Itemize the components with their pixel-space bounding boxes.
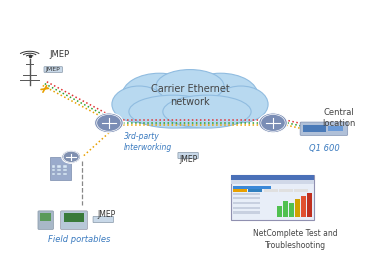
Text: 3rd-party
Interworking: 3rd-party Interworking: [124, 133, 172, 153]
Bar: [303, 125, 326, 132]
Text: Field portables: Field portables: [48, 235, 110, 244]
Bar: [233, 186, 271, 189]
Text: JMEP: JMEP: [179, 155, 197, 164]
FancyBboxPatch shape: [51, 157, 71, 180]
FancyBboxPatch shape: [178, 152, 198, 159]
Ellipse shape: [214, 86, 268, 122]
Ellipse shape: [156, 70, 224, 102]
Bar: [52, 173, 55, 175]
Bar: [57, 169, 61, 171]
Bar: [233, 211, 260, 214]
Bar: [328, 126, 343, 131]
FancyBboxPatch shape: [93, 216, 113, 223]
Bar: [264, 189, 277, 192]
Bar: [57, 165, 61, 168]
Bar: [248, 189, 262, 192]
Text: Q1 600: Q1 600: [309, 144, 339, 153]
Bar: [233, 207, 260, 209]
Bar: [295, 199, 300, 217]
Ellipse shape: [163, 95, 251, 128]
Bar: [289, 202, 294, 217]
Bar: [233, 189, 247, 192]
FancyBboxPatch shape: [300, 122, 348, 135]
Text: JMEP: JMEP: [98, 210, 116, 219]
Circle shape: [95, 113, 123, 133]
Text: Carrier Ethernet
network: Carrier Ethernet network: [150, 84, 230, 107]
Ellipse shape: [112, 86, 166, 122]
Bar: [63, 213, 84, 222]
Bar: [279, 189, 293, 192]
Bar: [233, 202, 260, 204]
Bar: [40, 213, 51, 221]
Bar: [294, 189, 309, 192]
Ellipse shape: [129, 95, 217, 128]
Bar: [63, 165, 66, 168]
Bar: [233, 197, 260, 199]
Text: Central
location: Central location: [322, 108, 356, 128]
Text: NetComplete Test and
Troubleshooting: NetComplete Test and Troubleshooting: [253, 229, 338, 249]
Bar: [231, 180, 315, 184]
Bar: [277, 206, 282, 217]
Ellipse shape: [183, 73, 258, 117]
FancyBboxPatch shape: [231, 175, 315, 219]
Text: JMEP: JMEP: [46, 67, 60, 72]
FancyBboxPatch shape: [61, 211, 87, 229]
Bar: [63, 169, 66, 171]
FancyBboxPatch shape: [38, 211, 54, 229]
Bar: [283, 201, 288, 217]
Bar: [52, 165, 55, 168]
Bar: [233, 193, 260, 195]
Bar: [307, 194, 312, 217]
Bar: [63, 173, 66, 175]
Text: JMEP: JMEP: [50, 50, 70, 59]
Bar: [231, 175, 315, 180]
FancyBboxPatch shape: [44, 67, 62, 72]
Circle shape: [259, 113, 287, 133]
Ellipse shape: [122, 73, 197, 117]
Bar: [301, 196, 306, 217]
Ellipse shape: [122, 73, 258, 128]
Bar: [57, 173, 61, 175]
Circle shape: [62, 150, 81, 163]
Bar: [52, 169, 55, 171]
